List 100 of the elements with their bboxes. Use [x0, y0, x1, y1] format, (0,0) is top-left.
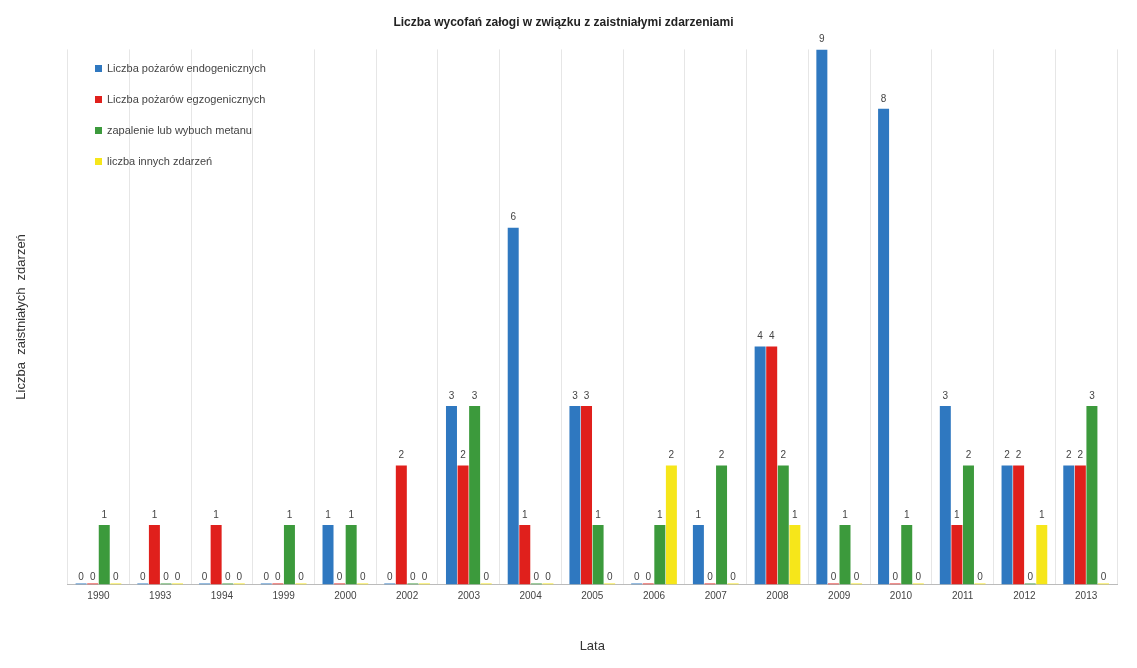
data-label: 2	[668, 449, 675, 461]
data-label: 4	[768, 330, 775, 342]
x-tick-label: 2003	[457, 590, 481, 602]
data-label: 1	[792, 508, 799, 520]
data-label: 3	[1089, 389, 1096, 401]
data-label: 0	[483, 571, 490, 583]
x-tick-label: 1994	[210, 590, 234, 602]
data-label: 0	[633, 571, 640, 583]
data-label: 2	[460, 449, 467, 461]
data-label: 1	[595, 508, 602, 520]
data-label: 0	[298, 571, 305, 583]
legend-label: Liczba pożarów egzogenicznych	[107, 93, 266, 105]
data-label: 1	[1038, 508, 1045, 520]
x-tick-label: 1990	[87, 590, 111, 602]
data-label: 0	[533, 571, 540, 583]
bar	[210, 524, 222, 585]
bar	[839, 524, 851, 585]
data-label: 0	[915, 571, 922, 583]
data-label: 0	[89, 571, 96, 583]
x-tick-label: 2010	[889, 590, 913, 602]
data-label: 0	[545, 571, 552, 583]
data-label: 1	[286, 508, 293, 520]
data-label: 1	[522, 508, 528, 520]
bar	[469, 406, 481, 585]
x-tick-label: 2009	[828, 590, 851, 602]
data-label: 0	[275, 571, 282, 583]
data-label: 9	[819, 33, 826, 45]
bar	[98, 524, 110, 585]
bar	[345, 524, 357, 585]
data-label: 0	[410, 571, 417, 583]
data-label: 0	[892, 571, 899, 583]
data-label: 1	[151, 508, 158, 520]
data-label: 0	[830, 571, 837, 583]
x-tick-label: 2002	[395, 590, 419, 602]
data-label: 2	[1004, 449, 1011, 461]
x-tick-label: 2013	[1075, 590, 1098, 602]
data-label: 0	[645, 571, 652, 583]
x-tick-label: 2006	[642, 590, 666, 602]
data-label: 6	[510, 211, 517, 223]
data-label: 0	[606, 571, 613, 583]
data-label: 3	[471, 389, 478, 401]
bar	[716, 465, 728, 585]
x-tick-label: 1993	[149, 590, 172, 602]
bar	[395, 465, 407, 585]
x-tick-label: 2011	[951, 590, 974, 602]
bar	[692, 524, 704, 585]
data-label: 3	[583, 389, 590, 401]
data-label: 1	[903, 508, 910, 520]
data-label: 0	[421, 571, 428, 583]
bar	[962, 465, 974, 585]
bar	[951, 524, 963, 585]
bar	[519, 524, 531, 585]
data-label: 0	[707, 571, 714, 583]
data-label: 2	[1065, 449, 1072, 461]
bar	[878, 108, 890, 585]
data-label: 2	[1015, 449, 1022, 461]
data-label: 0	[336, 571, 343, 583]
bar	[766, 346, 778, 585]
data-label: 0	[1027, 571, 1034, 583]
data-label: 0	[163, 571, 170, 583]
data-label: 2	[1077, 449, 1084, 461]
bar	[569, 406, 581, 585]
data-label: 0	[977, 571, 984, 583]
bar	[507, 227, 519, 585]
data-label: 4	[757, 330, 764, 342]
bar	[592, 524, 604, 585]
bar	[754, 346, 766, 585]
data-label: 0	[224, 571, 231, 583]
x-tick-label: 2008	[766, 590, 790, 602]
data-label: 3	[942, 389, 949, 401]
bar	[816, 49, 828, 585]
data-label: 2	[718, 449, 725, 461]
bar	[777, 465, 789, 585]
bar	[1074, 465, 1086, 585]
data-label: 0	[1100, 571, 1107, 583]
x-tick-label: 2000	[334, 590, 357, 602]
data-label: 1	[101, 508, 108, 520]
data-label: 0	[78, 571, 85, 583]
bar	[445, 406, 457, 585]
bar	[789, 524, 801, 585]
x-tick-label: 2012	[1013, 590, 1036, 602]
y-axis-title: Liczba zaistniałych zdarzeń	[13, 234, 29, 400]
bar	[1063, 465, 1075, 585]
data-label: 2	[398, 449, 405, 461]
data-label: 1	[842, 508, 849, 520]
chart-title: Liczba wycofań załogi w związku z zaistniałymi zdarzeniami	[393, 14, 734, 29]
bar	[665, 465, 677, 585]
bar	[457, 465, 469, 585]
data-label: 0	[174, 571, 181, 583]
data-label: 3	[572, 389, 579, 401]
legend-label: liczba innych zdarzeń	[107, 155, 213, 167]
bar	[1013, 465, 1025, 585]
data-label: 1	[325, 508, 332, 520]
data-label: 0	[386, 571, 393, 583]
bar	[1001, 465, 1013, 585]
legend-label: zapalenie lub wybuch metanu	[107, 124, 252, 136]
bar	[654, 524, 666, 585]
x-axis-title: Lata	[579, 637, 606, 653]
data-label: 1	[657, 508, 664, 520]
data-label: 3	[448, 389, 455, 401]
